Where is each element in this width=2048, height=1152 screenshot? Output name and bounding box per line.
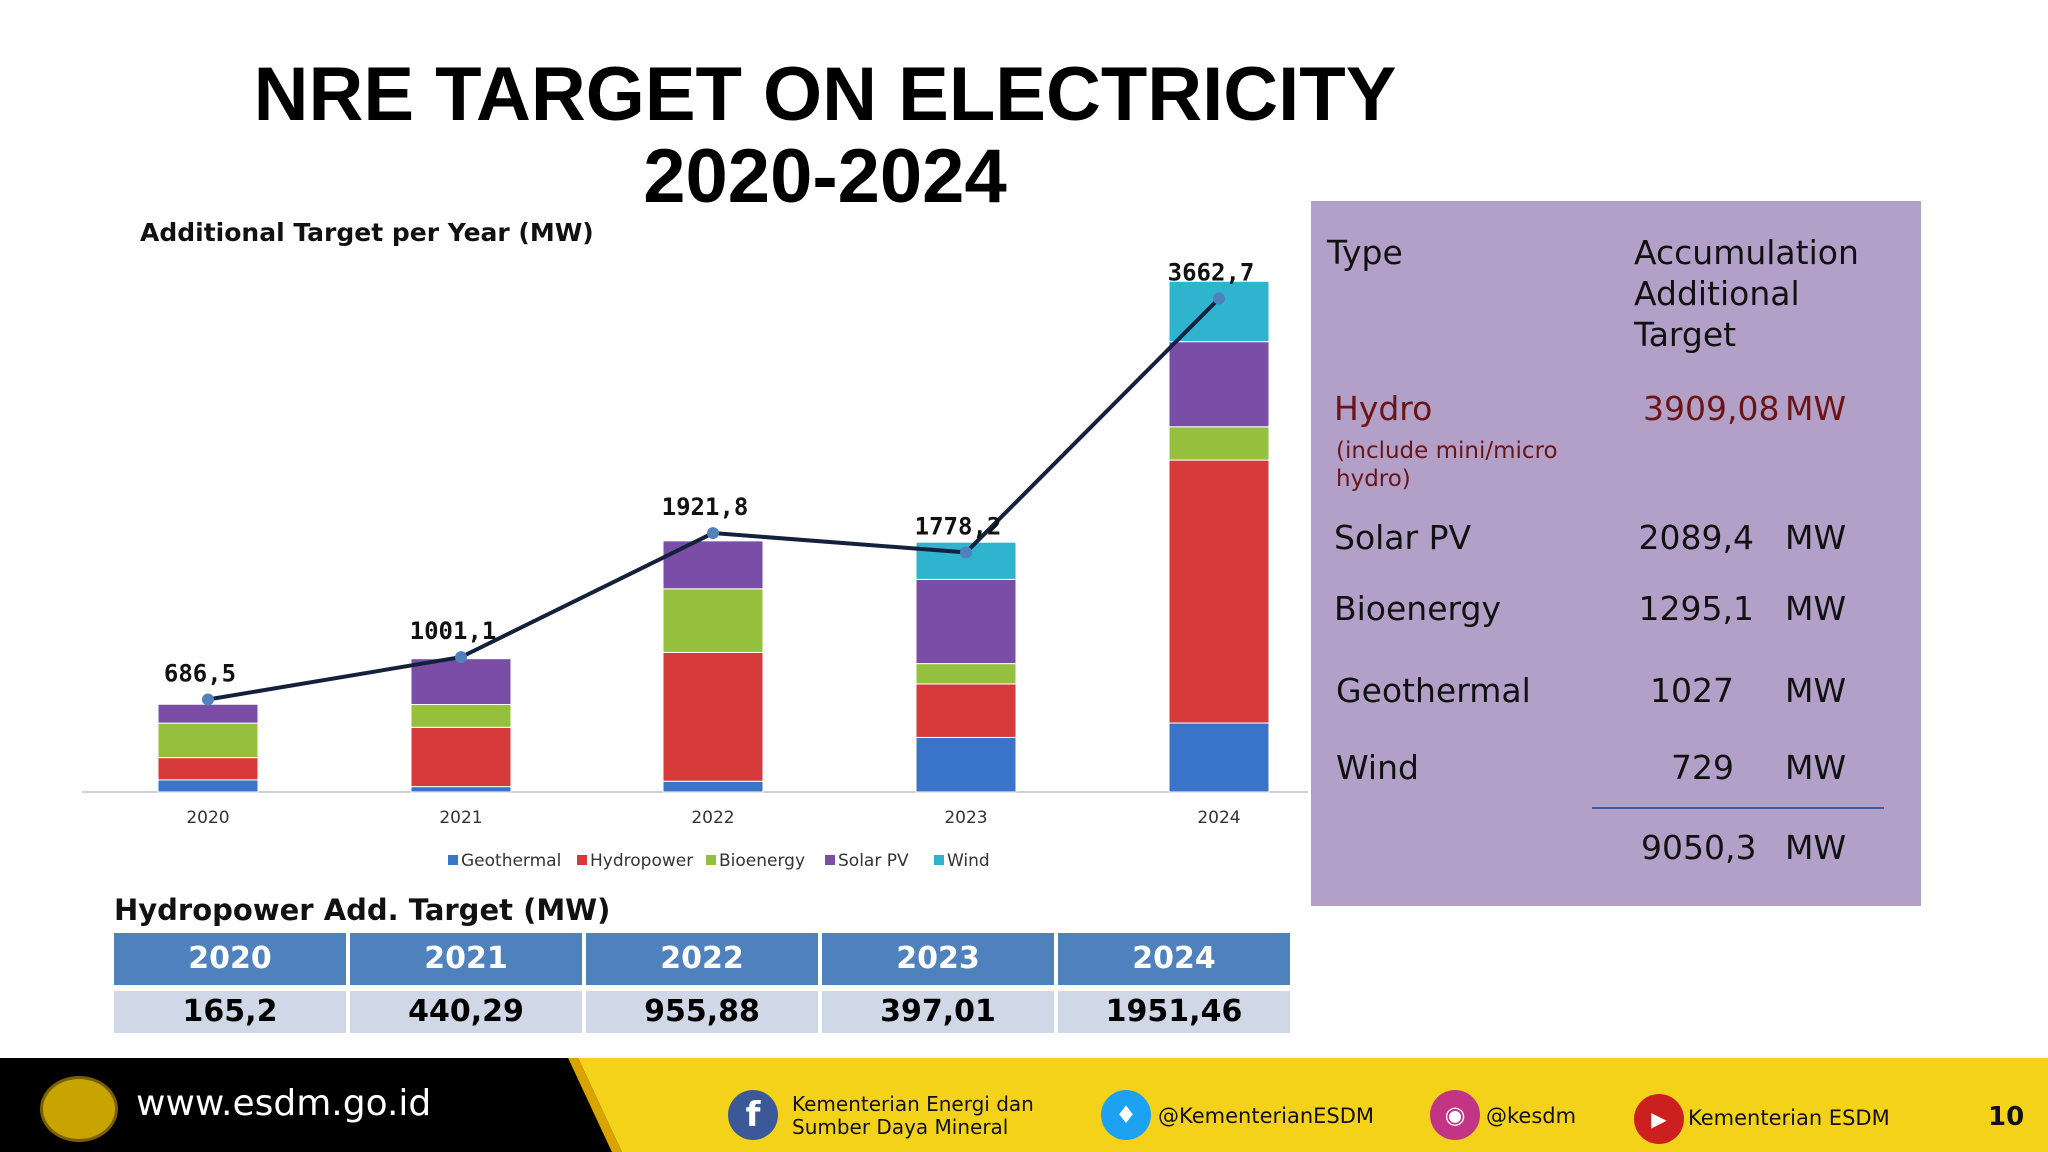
bar-geothermal-2020 [157,779,259,793]
legend-swatch-geothermal [448,855,458,865]
bar-hydropower-2023 [915,683,1017,738]
stacked-bar-chart: 2020 2021 2022 2023 2024 686,5 1001,1 1921,8 177… [82,258,1308,871]
twitter-icon[interactable]: ♦ [1101,1090,1151,1140]
bar-solar-pv-2021 [410,658,512,706]
bar-hydropower-2022 [662,651,764,782]
total-point-2020 [202,693,214,706]
x-tick-label-2021: 2021 [439,808,482,828]
header-target-2: Additional [1634,274,1800,313]
bar-bioenergy-2023 [915,663,1017,685]
header-target-3: Target [1634,315,1737,354]
row-name-bioenergy: Bioenergy [1334,589,1501,628]
row-name-solar: Solar PV [1334,518,1472,557]
row-unit-hydro: MW [1785,389,1847,428]
x-tick-label-2020: 2020 [186,808,229,828]
hydro-value-2023: 397,01 [822,991,1054,1033]
legend-label-bioenergy: Bioenergy [719,851,805,871]
row-value-bioenergy: 1295,1 [1638,589,1754,628]
row-value-hydro: 3909,08 [1643,389,1780,428]
bar-hydropower-2024 [1168,459,1270,724]
legend-label-geothermal: Geothermal [461,851,561,871]
total-point-2022 [707,527,719,540]
facebook-line2[interactable]: Sumber Daya Mineral [792,1115,1009,1139]
hydro-value-2021: 440,29 [350,991,582,1033]
hydro-table-title: Hydropower Add. Target (MW) [114,893,611,927]
total-unit: MW [1785,828,1847,867]
row-name-geothermal: Geothermal [1336,671,1531,710]
row-note-hydro-2: hydro) [1336,466,1411,492]
chart-title: Additional Target per Year (MW) [140,218,594,247]
total-point-2023 [960,546,972,559]
header-target-1: Accumulation [1634,233,1859,272]
row-unit-wind: MW [1785,748,1847,787]
bar-bioenergy-2021 [410,704,512,728]
legend-swatch-bioenergy [706,855,716,865]
bar-solar-pv-2020 [157,703,259,724]
bar-solar-pv-2024 [1168,341,1270,428]
hydro-year-2023: 2023 [822,933,1054,985]
bar-geothermal-2023 [915,736,1017,793]
total-label-2021: 1001,1 [410,617,497,645]
legend-label-hydropower: Hydropower [590,851,693,871]
hydro-year-2020: 2020 [114,933,346,985]
total-label-2020: 686,5 [164,660,236,688]
ministry-logo-icon [40,1076,118,1142]
instagram-icon[interactable]: ◉ [1430,1090,1480,1140]
website-link[interactable]: www.esdm.go.id [136,1083,432,1124]
facebook-line1[interactable]: Kementerian Energi dan [792,1092,1034,1116]
hydro-year-2021: 2021 [350,933,582,985]
bar-geothermal-2022 [662,780,764,793]
row-value-solar: 2089,4 [1638,518,1754,557]
total-label-2023: 1778,2 [915,512,1002,540]
bar-solar-pv-2023 [915,578,1017,665]
bar-hydropower-2021 [410,726,512,788]
bar-solar-pv-2022 [662,540,764,590]
x-tick-label-2023: 2023 [944,808,987,828]
total-point-2024 [1213,292,1225,305]
youtube-channel[interactable]: Kementerian ESDM [1688,1106,1890,1130]
row-unit-bioenergy: MW [1785,589,1847,628]
total-label-2022: 1921,8 [662,493,749,521]
hydro-value-2024: 1951,46 [1058,991,1290,1033]
slide-title-line1: NRE TARGET ON ELECTRICITY [253,52,1397,137]
youtube-icon[interactable]: ▶ [1634,1094,1684,1144]
page-number: 10 [1988,1102,2025,1132]
row-value-wind: 729 [1671,748,1734,787]
twitter-handle[interactable]: @KementerianESDM [1158,1104,1375,1128]
total-value: 9050,3 [1641,828,1757,867]
row-name-hydro: Hydro [1334,389,1433,428]
bar-bioenergy-2020 [157,722,259,759]
bar-geothermal-2021 [410,786,512,793]
legend-swatch-hydropower [577,855,587,865]
row-note-hydro-1: (include mini/micro [1336,438,1558,464]
bar-geothermal-2024 [1168,722,1270,793]
bar-bioenergy-2022 [662,588,764,653]
bar-hydropower-2020 [157,757,259,781]
x-tick-label-2024: 2024 [1197,808,1240,828]
header-type: Type [1327,233,1403,272]
hydro-value-2022: 955,88 [586,991,818,1033]
total-separator [1592,807,1884,809]
instagram-handle[interactable]: @kesdm [1486,1104,1577,1128]
row-unit-solar: MW [1785,518,1847,557]
row-name-wind: Wind [1336,748,1419,787]
hydro-year-2022: 2022 [586,933,818,985]
legend-swatch-solar-pv [825,855,835,865]
total-label-2024: 3662,7 [1168,258,1255,286]
slide-title-line2: 2020-2024 [643,134,1007,219]
total-point-2021 [455,651,467,664]
hydro-value-2020: 165,2 [114,991,346,1033]
hydro-year-2024: 2024 [1058,933,1290,985]
row-value-geothermal: 1027 [1650,671,1734,710]
bar-bioenergy-2024 [1168,426,1270,461]
legend-label-solar-pv: Solar PV [838,851,909,871]
row-unit-geothermal: MW [1785,671,1847,710]
legend-label-wind: Wind [947,851,990,871]
legend-swatch-wind [934,855,944,865]
x-tick-label-2022: 2022 [691,808,734,828]
facebook-icon[interactable]: f [728,1090,778,1140]
accumulation-panel [1311,201,1921,906]
